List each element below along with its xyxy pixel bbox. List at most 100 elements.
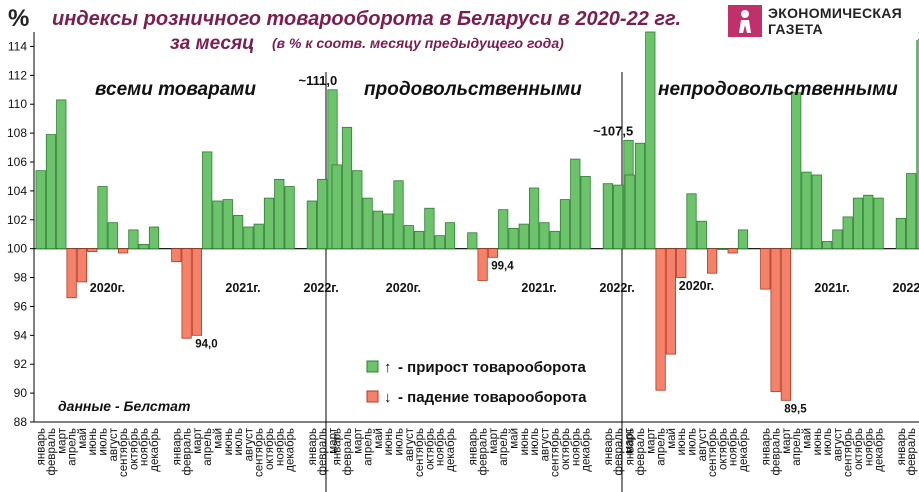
month-label: май <box>666 428 678 449</box>
bar-nonfood-23 <box>873 197 884 250</box>
bar-food-17 <box>518 223 529 250</box>
chart-subtitle: за месяц <box>170 33 254 54</box>
legend-swatch-growth <box>366 360 379 373</box>
month-label: ноябрь <box>863 428 875 466</box>
year-label: 2021г. <box>225 281 260 295</box>
y-tick-label: 92 <box>14 357 28 371</box>
month-label: август <box>108 427 120 461</box>
month-label: июнь <box>223 428 235 455</box>
month-label: март <box>488 427 500 453</box>
year-label: 2020г. <box>90 281 125 295</box>
bar-nonfood-20 <box>842 216 853 250</box>
y-tick-label: 90 <box>14 386 28 400</box>
year-label: 2021г. <box>521 281 556 295</box>
bar-all-22 <box>274 178 285 250</box>
unit-label: % <box>8 5 29 32</box>
person-icon <box>728 5 762 37</box>
value-annotation: 94,0 <box>195 338 217 350</box>
month-label: февраль <box>342 428 354 475</box>
month-label: январь <box>171 428 183 465</box>
bar-nonfood-5 <box>676 248 687 278</box>
bar-all-14 <box>191 248 202 336</box>
month-label: май <box>802 428 814 449</box>
bar-food-3 <box>362 197 373 250</box>
month-label: сентябрь <box>118 428 130 477</box>
bar-all-19 <box>243 226 254 250</box>
bar-food-18 <box>529 187 540 250</box>
bar-food-9 <box>424 207 435 250</box>
bar-nonfood-11 <box>737 229 749 250</box>
y-tick-label: 94 <box>14 328 28 342</box>
bar-nonfood-7 <box>696 220 707 250</box>
bar-food-10 <box>434 235 445 250</box>
month-label: январь <box>36 428 48 465</box>
bar-food-12 <box>467 232 478 250</box>
y-tick-label: 110 <box>8 97 27 111</box>
month-label: май <box>77 428 89 449</box>
bar-food-0 <box>331 164 342 250</box>
y-tick-label: 108 <box>7 126 27 140</box>
bar-nonfood-6 <box>686 193 697 250</box>
bar-all-5 <box>87 248 98 252</box>
legend: ↑ - прирост товарооборота ↓ - падение то… <box>366 359 587 406</box>
bar-all-1 <box>45 134 57 250</box>
year-label: 2022г. <box>600 281 635 295</box>
bar-food-20 <box>549 230 560 250</box>
month-label: сентябрь <box>550 428 562 477</box>
year-label: 2021г. <box>814 281 849 295</box>
month-label: февраль <box>46 428 58 475</box>
bar-food-11 <box>444 222 456 250</box>
month-label: июль <box>822 428 834 456</box>
bar-food-15 <box>498 209 509 250</box>
month-label: январь <box>307 428 319 465</box>
month-label: август <box>697 427 709 461</box>
y-tick-label: 102 <box>7 213 27 227</box>
month-label: апрель <box>67 428 79 466</box>
bar-nonfood-22 <box>863 194 874 250</box>
month-label: ноябрь <box>435 428 447 466</box>
bar-all-2 <box>56 99 67 250</box>
bar-nonfood-12 <box>760 248 771 290</box>
bar-nonfood-21 <box>852 197 864 250</box>
legend-swatch-decline <box>366 390 379 403</box>
bar-nonfood-13 <box>770 248 781 393</box>
month-label: октябрь <box>560 428 572 470</box>
month-label: ноябрь <box>139 428 151 466</box>
bar-food-23 <box>580 176 591 250</box>
month-label: декабрь <box>149 428 161 472</box>
bar-all-6 <box>97 186 108 250</box>
bar-food-24 <box>602 183 614 250</box>
legend-arrow-decline: ↓ <box>384 389 392 406</box>
bar-food-8 <box>413 230 425 250</box>
bar-all-16 <box>212 200 223 250</box>
bar-food-16 <box>508 228 519 250</box>
bar-all-7 <box>107 222 118 250</box>
month-label: июль <box>98 428 110 456</box>
month-label: декабрь <box>874 428 886 472</box>
bar-all-9 <box>128 229 139 250</box>
panel-title-all-goods: всеми товарами <box>95 79 256 100</box>
year-label: 2022г. <box>304 281 339 295</box>
bar-nonfood-16 <box>801 171 812 250</box>
month-label: июнь <box>87 428 99 455</box>
year-label: 2020г. <box>386 281 421 295</box>
month-label: февраль <box>478 428 490 475</box>
month-label: декабрь <box>738 428 750 472</box>
month-label: январь <box>896 428 908 465</box>
bar-nonfood-26 <box>916 38 919 250</box>
bar-all-20 <box>253 223 264 250</box>
month-label: июнь <box>383 428 395 455</box>
month-label: январь <box>625 428 637 465</box>
bar-nonfood-3 <box>655 248 666 391</box>
month-label: март <box>781 427 793 453</box>
bar-all-10 <box>138 243 149 250</box>
month-label: октябрь <box>264 428 276 470</box>
month-label: май <box>509 428 521 449</box>
bar-food-7 <box>403 225 414 250</box>
month-label: март <box>328 427 340 453</box>
bar-nonfood-8 <box>707 248 718 274</box>
bar-food-6 <box>393 180 404 250</box>
month-label: июль <box>529 428 541 456</box>
